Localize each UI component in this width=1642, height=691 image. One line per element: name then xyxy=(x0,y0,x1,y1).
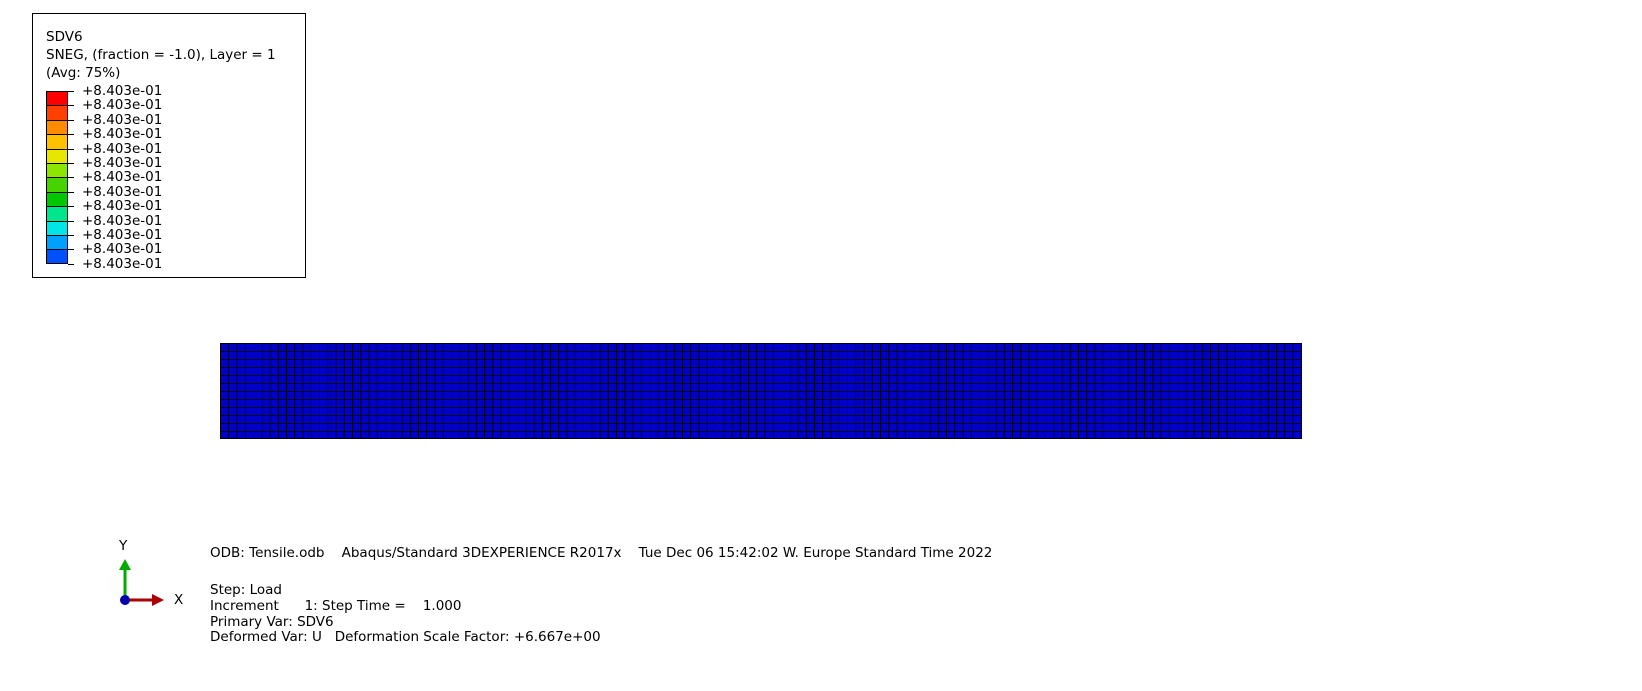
legend-tick xyxy=(68,134,74,136)
legend-swatch xyxy=(46,148,68,163)
odb-info-line: ODB: Tensile.odb Abaqus/Standard 3DEXPER… xyxy=(210,545,993,561)
legend-tick xyxy=(68,177,74,179)
legend-color-bar xyxy=(46,91,68,264)
legend-value-label: +8.403e-01 xyxy=(82,212,163,229)
legend-tick xyxy=(68,162,74,164)
legend-value-label: +8.403e-01 xyxy=(82,198,163,215)
contour-legend[interactable]: SDV6 SNEG, (fraction = -1.0), Layer = 1 … xyxy=(32,13,306,278)
legend-value-label: +8.403e-01 xyxy=(82,169,163,186)
legend-value-label: +8.403e-01 xyxy=(82,255,163,272)
coordinate-triad: Y X xyxy=(110,535,200,615)
legend-tick xyxy=(68,234,74,236)
primary-var-info: Primary Var: SDV6 xyxy=(210,614,334,630)
increment-info: Increment 1: Step Time = 1.000 xyxy=(210,598,462,614)
legend-swatch xyxy=(46,249,68,264)
legend-tick xyxy=(68,91,74,92)
legend-tick xyxy=(68,263,74,265)
legend-swatch xyxy=(46,105,68,120)
legend-value-label: +8.403e-01 xyxy=(82,126,163,143)
z-axis-origin-icon xyxy=(120,595,130,605)
y-axis-arrowhead xyxy=(119,559,131,570)
legend-tick xyxy=(68,105,74,107)
legend-swatch xyxy=(46,134,68,149)
legend-swatch xyxy=(46,119,68,135)
legend-value-label: +8.403e-01 xyxy=(82,140,163,157)
legend-tick xyxy=(68,206,74,208)
step-info: Step: Load xyxy=(210,582,282,598)
legend-value-label: +8.403e-01 xyxy=(82,183,163,200)
legend-value-label: +8.403e-01 xyxy=(82,154,163,171)
x-axis-arrowhead xyxy=(152,594,164,606)
legend-value-label: +8.403e-01 xyxy=(82,226,163,243)
legend-section-point: SNEG, (fraction = -1.0), Layer = 1 xyxy=(46,47,276,63)
x-axis-label: X xyxy=(174,592,184,608)
legend-swatch xyxy=(46,191,68,207)
legend-value-label: +8.403e-01 xyxy=(82,83,163,99)
legend-swatch xyxy=(46,234,68,250)
legend-value-label: +8.403e-01 xyxy=(82,111,163,128)
legend-tick xyxy=(68,191,74,193)
legend-value-label: +8.403e-01 xyxy=(82,97,163,114)
legend-tick xyxy=(68,148,74,150)
legend-variable-name: SDV6 xyxy=(46,29,83,45)
legend-value-label: +8.403e-01 xyxy=(82,241,163,258)
legend-swatch xyxy=(46,162,68,178)
legend-tick xyxy=(68,220,74,222)
model-mesh[interactable] xyxy=(220,343,1302,439)
legend-swatch xyxy=(46,220,68,235)
legend-tick xyxy=(68,249,74,251)
deformed-var-info: Deformed Var: U Deformation Scale Factor… xyxy=(210,629,601,645)
y-axis-label: Y xyxy=(119,538,128,554)
legend-swatch xyxy=(46,91,68,106)
legend-swatch xyxy=(46,177,68,192)
legend-averaging: (Avg: 75%) xyxy=(46,65,121,81)
triad-axes-icon xyxy=(119,559,164,606)
legend-tick xyxy=(68,119,74,121)
legend-swatch xyxy=(46,206,68,221)
